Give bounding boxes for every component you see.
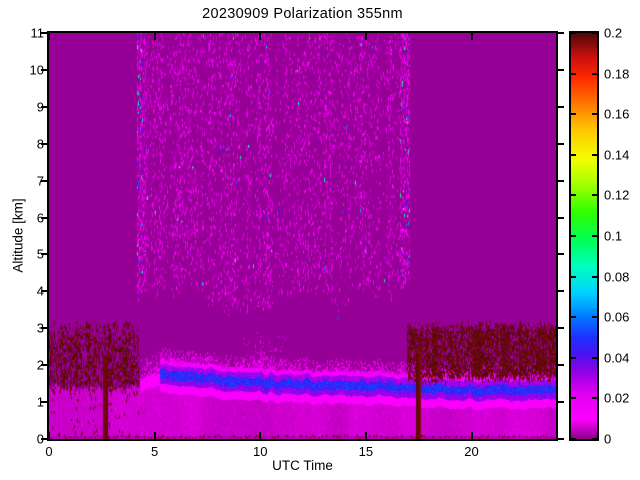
x-tick-bottom — [364, 432, 367, 439]
colorbar-tick-left — [571, 113, 576, 116]
x-tick-label-10: 10 — [253, 444, 268, 459]
x-tick-bottom — [470, 432, 473, 439]
colorbar-tick-right — [592, 356, 597, 359]
y-tick-left — [41, 438, 47, 440]
colorbar-tick-left — [571, 275, 576, 278]
colorbar-tick-right — [592, 153, 597, 156]
colorbar-tick-label-0.1: 0.1 — [604, 228, 623, 244]
x-tick-bottom — [48, 432, 50, 439]
y-tick-label-3: 3 — [36, 320, 44, 336]
y-tick-right — [558, 68, 564, 71]
y-tick-left — [41, 105, 47, 108]
colorbar-tick-right — [592, 72, 597, 75]
colorbar-tick-label-0.04: 0.04 — [604, 350, 630, 366]
colorbar-tick-right — [592, 32, 597, 34]
y-tick-left — [41, 401, 47, 404]
y-tick-label-6: 6 — [36, 210, 44, 226]
y-tick-label-9: 9 — [36, 99, 44, 115]
colorbar-tick-right — [592, 113, 597, 116]
y-tick-right — [558, 401, 564, 404]
colorbar-tick-label-0.18: 0.18 — [604, 66, 630, 82]
y-tick-label-0: 0 — [36, 431, 44, 447]
colorbar-tick-label-0.08: 0.08 — [604, 269, 630, 285]
colorbar-tick-label-0.14: 0.14 — [604, 147, 630, 163]
x-tick-bottom — [259, 432, 262, 439]
y-tick-label-4: 4 — [36, 283, 44, 299]
y-tick-label-5: 5 — [36, 246, 44, 262]
y-tick-left — [41, 179, 47, 182]
colorbar-tick-right — [592, 194, 597, 197]
y-tick-right — [558, 364, 564, 367]
y-tick-left — [41, 32, 47, 34]
x-tick-top — [470, 33, 473, 40]
y-tick-right — [558, 179, 564, 182]
y-tick-label-10: 10 — [29, 62, 44, 78]
colorbar-tick-label-0.06: 0.06 — [604, 309, 630, 325]
y-tick-label-8: 8 — [36, 136, 44, 152]
y-tick-left — [41, 364, 47, 367]
y-tick-left — [41, 327, 47, 330]
colorbar-tick-label-0.12: 0.12 — [604, 187, 630, 203]
y-tick-label-11: 11 — [30, 25, 45, 41]
x-axis-label: UTC Time — [272, 458, 333, 473]
colorbar-tick-left — [571, 397, 576, 400]
y-tick-right — [558, 253, 564, 256]
y-tick-right — [558, 327, 564, 330]
colorbar-tick-label-0.16: 0.16 — [604, 106, 630, 122]
y-tick-left — [41, 290, 47, 293]
y-tick-right — [558, 105, 564, 108]
x-tick-top — [259, 33, 262, 40]
x-tick-label-0: 0 — [45, 444, 53, 459]
colorbar-tick-left — [571, 316, 576, 319]
colorbar-tick-left — [571, 194, 576, 197]
colorbar-tick-right — [592, 316, 597, 319]
y-tick-label-1: 1 — [36, 394, 44, 410]
colorbar-tick-left — [571, 153, 576, 156]
x-tick-bottom — [153, 432, 156, 439]
x-tick-label-15: 15 — [358, 444, 374, 459]
colorbar-tick-right — [592, 438, 597, 440]
y-tick-label-7: 7 — [36, 173, 44, 189]
colorbar-tick-label-0: 0 — [604, 431, 612, 447]
y-tick-right — [558, 290, 564, 293]
colorbar-tick-left — [571, 356, 576, 359]
x-tick-label-20: 20 — [464, 444, 479, 459]
x-tick-label-5: 5 — [151, 444, 159, 459]
y-tick-left — [41, 68, 47, 71]
y-tick-label-2: 2 — [36, 357, 44, 373]
colorbar-tick-right — [592, 397, 597, 400]
colorbar-tick-right — [592, 235, 597, 237]
y-tick-left — [41, 142, 47, 145]
y-tick-right — [558, 142, 564, 145]
colorbar-tick-left — [571, 72, 576, 75]
colorbar-tick-left — [571, 32, 576, 34]
y-tick-right — [558, 438, 564, 440]
y-tick-right — [558, 216, 564, 219]
x-tick-top — [48, 33, 50, 40]
y-axis-label: Altitude [km] — [10, 198, 26, 273]
colorbar-tick-right — [592, 275, 597, 278]
y-tick-right — [558, 32, 564, 34]
x-tick-top — [364, 33, 367, 40]
y-tick-left — [41, 253, 47, 256]
colorbar-tick-label-0.2: 0.2 — [604, 25, 623, 41]
y-tick-left — [41, 216, 47, 219]
colorbar-tick-left — [571, 235, 576, 237]
heatmap-canvas — [49, 33, 556, 439]
colorbar-tick-label-0.02: 0.02 — [604, 390, 630, 406]
colorbar-tick-left — [571, 438, 576, 440]
chart-title: 20230909 Polarization 355nm — [202, 6, 403, 22]
x-tick-top — [153, 33, 156, 40]
